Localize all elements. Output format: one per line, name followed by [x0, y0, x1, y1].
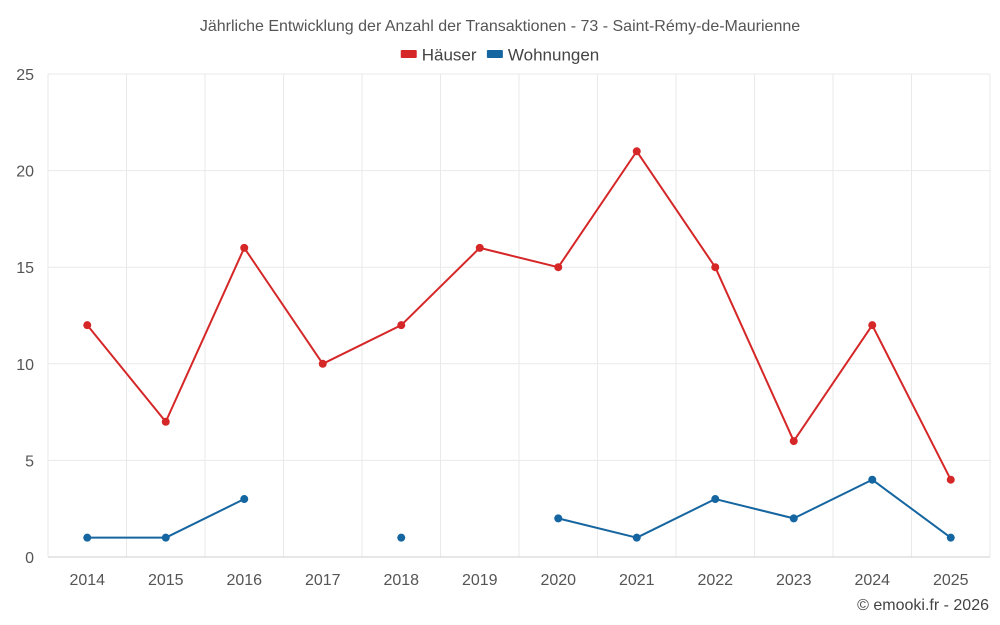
data-point[interactable] [868, 321, 877, 330]
series-line [558, 478, 952, 539]
data-point[interactable] [318, 359, 327, 368]
legend-label: Häuser [422, 45, 477, 64]
data-point[interactable] [475, 243, 484, 252]
grid [47, 73, 991, 558]
series-line [86, 150, 952, 481]
y-tick-label: 10 [16, 357, 34, 374]
data-point[interactable] [946, 533, 955, 542]
x-axis-ticks: 2014 2015 2016 2017 2018 2019 2020 2021 2022 2023… [69, 572, 968, 589]
x-tick-label: 2021 [619, 572, 655, 589]
data-point[interactable] [946, 475, 955, 484]
data-point[interactable] [632, 533, 641, 542]
y-axis-ticks: 0 5 10 15 20 25 [16, 67, 34, 567]
x-tick-label: 2022 [697, 572, 733, 589]
y-tick-label: 25 [16, 67, 34, 84]
data-point[interactable] [83, 321, 92, 330]
x-tick-label: 2024 [854, 572, 890, 589]
data-point[interactable] [554, 263, 563, 272]
x-tick-label: 2025 [933, 572, 969, 589]
data-point[interactable] [240, 243, 249, 252]
data-point[interactable] [397, 321, 406, 330]
x-tick-label: 2020 [540, 572, 576, 589]
y-tick-label: 20 [16, 164, 34, 181]
data-point[interactable] [868, 475, 877, 484]
chart-title: Jährliche Entwicklung der Anzahl der Tra… [200, 18, 800, 35]
data-point[interactable] [789, 437, 798, 446]
y-tick-label: 0 [25, 550, 34, 567]
series-layer [83, 147, 955, 542]
legend-label: Wohnungen [508, 45, 599, 64]
x-tick-label: 2016 [226, 572, 262, 589]
x-tick-label: 2023 [776, 572, 812, 589]
data-point[interactable] [397, 533, 406, 542]
data-point[interactable] [711, 495, 720, 504]
x-tick-label: 2019 [462, 572, 498, 589]
x-tick-label: 2015 [148, 572, 184, 589]
data-point[interactable] [161, 533, 170, 542]
x-tick-label: 2017 [305, 572, 341, 589]
legend-swatch [400, 50, 417, 58]
series-line [87, 498, 245, 539]
credit-text: © emooki.fr - 2026 [857, 597, 989, 614]
legend-item[interactable]: Häuser [400, 45, 477, 64]
x-tick-label: 2018 [383, 572, 419, 589]
legend-swatch [486, 50, 503, 58]
y-tick-label: 15 [16, 260, 34, 277]
series-1 [83, 147, 955, 484]
legend: Häuser Wohnungen [400, 45, 599, 64]
data-point[interactable] [711, 263, 720, 272]
data-point[interactable] [789, 514, 798, 523]
series-2 [83, 475, 955, 542]
data-point[interactable] [83, 533, 92, 542]
x-tick-label: 2014 [69, 572, 105, 589]
data-point[interactable] [632, 147, 641, 156]
y-tick-label: 5 [25, 453, 34, 470]
data-point[interactable] [240, 495, 249, 504]
legend-item[interactable]: Wohnungen [486, 45, 599, 64]
data-point[interactable] [161, 417, 170, 426]
data-point[interactable] [554, 514, 563, 523]
